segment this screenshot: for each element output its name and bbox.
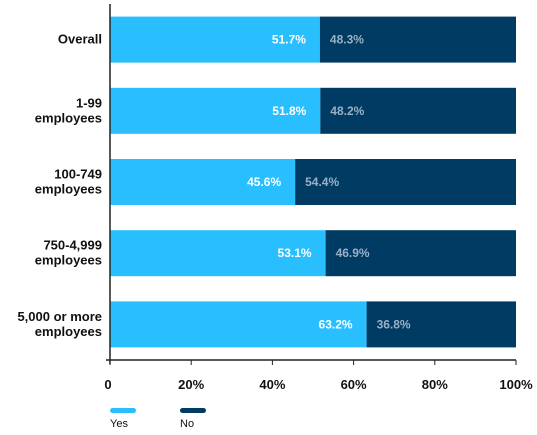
category-label-3: 750-4,999 employees [35,238,102,268]
data-label-no-1: 48.2% [330,104,364,118]
bar-yes-3 [110,230,326,277]
x-tick-label-3: 60% [341,377,367,392]
bar-no-0 [319,16,516,63]
bar-no-3 [325,230,516,277]
x-tick-label-5: 100% [499,377,533,392]
bar-no-2 [295,159,516,205]
category-label-1: 1-99 employees [35,95,102,125]
x-tick-label-2: 40% [259,377,285,392]
data-label-no-2: 54.4% [305,175,339,189]
data-label-no-4: 36.8% [377,317,411,331]
data-label-yes-2: 45.6% [247,175,281,189]
legend-label-no: No [180,418,194,430]
data-label-no-0: 48.3% [330,33,364,47]
legend-swatch-yes [110,408,136,413]
data-label-no-3: 46.9% [336,246,370,260]
bar-yes-4 [110,301,367,348]
bar-yes-0 [110,16,320,63]
x-tick-label-4: 80% [422,377,448,392]
bar-yes-2 [110,159,296,205]
category-label-0: Overall [58,32,102,47]
category-label-4: 5,000 or more employees [17,309,102,339]
legend-swatch-no [180,408,206,413]
bar-no-4 [366,301,516,348]
data-label-yes-3: 53.1% [278,246,312,260]
bar-yes-1 [110,87,321,134]
data-label-yes-0: 51.7% [272,33,306,47]
category-label-2: 100-749 employees [35,167,102,197]
legend-label-yes: Yes [110,418,128,430]
data-label-yes-4: 63.2% [319,317,353,331]
x-tick-label-1: 20% [178,377,204,392]
bar-no-1 [320,87,516,134]
x-tick-label-0: 0 [104,377,111,392]
data-label-yes-1: 51.8% [272,104,306,118]
